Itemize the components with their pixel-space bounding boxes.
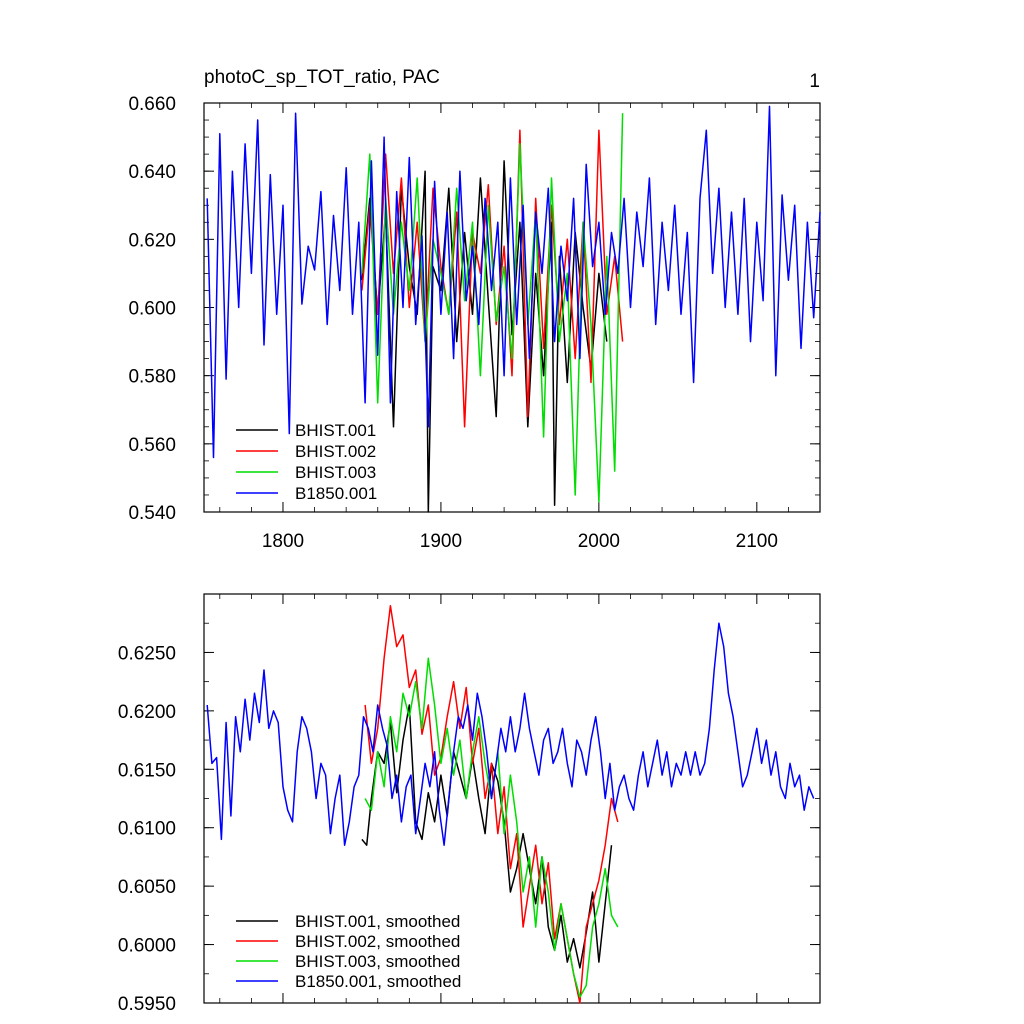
y-tick-label: 0.580: [128, 367, 176, 388]
y-tick-label: 0.540: [128, 503, 176, 524]
series-line-b1850-001: [206, 622, 815, 846]
series-line-b1850-001: [206, 105, 821, 459]
top-panel: photoC_sp_TOT_ratio, PAC 1 1800 1900 2000 2…: [128, 67, 821, 552]
legend-label: BHIST.001: [295, 421, 376, 440]
x-tick-label: 2000: [578, 531, 620, 552]
top-series-layer: [206, 105, 821, 513]
y-tick-label: 0.640: [128, 162, 176, 183]
y-tick-label: 0.560: [128, 435, 176, 456]
y-tick-label: 0.6100: [118, 819, 176, 840]
y-tick-label: 0.6050: [118, 877, 176, 898]
bottom-panel: 0.5950 0.6000 0.6050 0.6100 0.6150 0.6200 0.62…: [118, 593, 821, 1015]
y-tick-label: 0.6000: [118, 936, 176, 957]
legend-label: BHIST.003: [295, 463, 376, 482]
x-tick-label: 1800: [262, 531, 304, 552]
bottom-series-layer: [206, 604, 815, 1004]
x-tick-label: 2100: [736, 531, 778, 552]
x-tick-label: 1900: [420, 531, 462, 552]
y-tick-label: 0.6250: [118, 643, 176, 664]
top-ticks: 1800 1900 2000 2100 0.540 0.560 0.580 0.600 0.62…: [128, 94, 821, 552]
y-tick-label: 0.6200: [118, 702, 176, 723]
legend-label: BHIST.002: [295, 442, 376, 461]
panel-number: 1: [809, 71, 820, 92]
legend-label: B1850.001: [295, 484, 377, 503]
legend-label: BHIST.002, smoothed: [295, 932, 460, 951]
y-tick-label: 0.5950: [118, 994, 176, 1015]
legend-label: B1850.001, smoothed: [295, 972, 461, 991]
y-tick-label: 0.660: [128, 94, 176, 115]
y-tick-label: 0.600: [128, 299, 176, 320]
y-tick-label: 0.6150: [118, 760, 176, 781]
top-legend: BHIST.001 BHIST.002 BHIST.003 B1850.001: [236, 421, 377, 503]
legend-label: BHIST.003, smoothed: [295, 952, 460, 971]
y-tick-label: 0.620: [128, 230, 176, 251]
series-line-bhist-001: [361, 160, 608, 513]
legend-label: BHIST.001, smoothed: [295, 912, 460, 931]
bottom-ticks: 0.5950 0.6000 0.6050 0.6100 0.6150 0.6200 0.62…: [118, 593, 821, 1015]
chart-title: photoC_sp_TOT_ratio, PAC: [204, 67, 440, 88]
